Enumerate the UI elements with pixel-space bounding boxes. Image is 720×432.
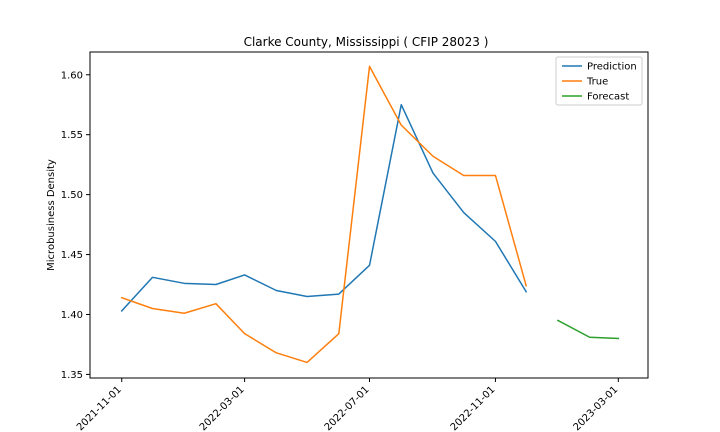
y-tick-label: 1.55 [61,130,83,141]
y-axis-label: Microbusiness Density [46,159,57,271]
y-tick-label: 1.40 [61,310,83,321]
legend: Prediction True Forecast [555,56,643,106]
y-tick-label: 1.45 [61,250,83,261]
plot-frame [89,51,649,379]
series-line-prediction [120,103,528,312]
legend-label-forecast: Forecast [587,92,629,103]
series-line-forecast [556,319,620,340]
legend-label-true: True [586,77,608,88]
chart-title: Clarke County, Mississippi ( CFIP 28023 … [244,35,489,49]
series-layer [120,65,620,364]
y-tick-label: 1.50 [61,190,83,201]
y-tick-label: 1.35 [61,370,83,381]
legend-label-prediction: Prediction [587,62,637,73]
y-tick-label: 1.60 [61,70,83,81]
legend-box [555,56,643,106]
series-line-true [120,65,528,364]
